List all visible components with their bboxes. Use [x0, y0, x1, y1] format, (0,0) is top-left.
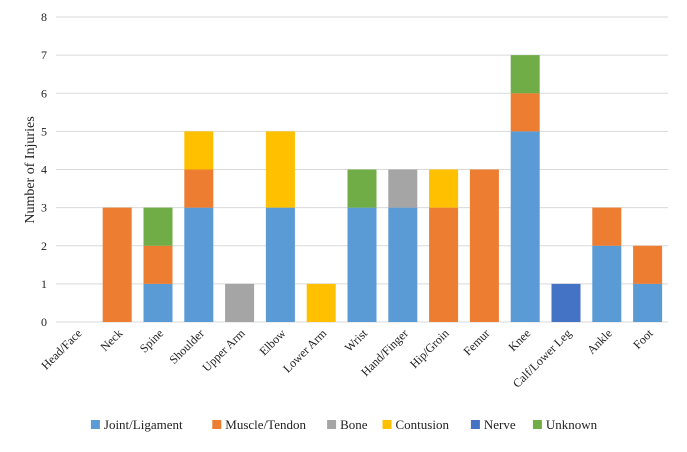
legend-label: Muscle/Tendon	[225, 417, 306, 432]
x-tick-label: Knee	[506, 326, 534, 354]
bar-segment	[225, 283, 255, 322]
bar-segment	[551, 283, 581, 322]
bar-segment	[347, 207, 377, 322]
bar-segment	[592, 207, 622, 246]
y-tick-label: 0	[41, 315, 47, 329]
x-tick-label: Neck	[98, 326, 126, 354]
bar-segment	[388, 207, 418, 322]
x-tick-label: Ankle	[584, 326, 615, 357]
legend-swatch	[532, 420, 542, 429]
legend-label: Nerve	[484, 417, 516, 432]
x-tick-label: Foot	[630, 326, 656, 352]
bar-segment	[388, 169, 418, 208]
y-tick-label: 7	[41, 48, 47, 62]
bar-segment	[633, 245, 663, 284]
legend-label: Joint/Ligament	[104, 417, 183, 432]
x-tick-label: Shoulder	[166, 326, 207, 367]
x-tick-label: Head/Face	[38, 326, 84, 372]
bar-segment	[510, 131, 540, 322]
bar-segment	[184, 131, 214, 170]
x-tick-label: Upper Arm	[199, 326, 248, 375]
y-tick-label: 3	[41, 201, 47, 215]
legend-label: Unknown	[546, 417, 598, 432]
x-tick-label: Wrist	[342, 326, 371, 355]
x-tick-label: Lower Arm	[280, 326, 330, 376]
bar-segment	[429, 169, 459, 208]
x-tick-label: Femur	[460, 326, 492, 358]
bar-segment	[347, 169, 377, 208]
legend-swatch	[470, 420, 480, 429]
bar-segment	[265, 207, 295, 322]
bar-segment	[184, 169, 214, 208]
legend: Joint/Ligament Muscle/Tendon Bone Contusion…	[90, 417, 598, 432]
legend-swatch	[327, 420, 337, 429]
axes: 0 1 2 3 4 5 6 7 8 Head/Face Neck Spine ShoulderUpper…	[38, 10, 656, 391]
y-tick-label: 2	[41, 239, 47, 253]
x-tick-label: Elbow	[256, 326, 288, 358]
bar-segment	[510, 55, 540, 94]
legend-swatch	[382, 420, 392, 429]
bar-segment	[592, 245, 622, 322]
legend-swatch	[212, 420, 222, 429]
y-tick-label: 8	[41, 10, 47, 24]
y-tick-label: 1	[41, 277, 47, 291]
legend-label: Bone	[340, 417, 368, 432]
bar-segment	[469, 169, 499, 322]
bar-segment	[143, 207, 173, 246]
x-tick-label: Hip/Groin	[407, 326, 452, 371]
bar-segment	[633, 283, 663, 322]
bar-segment	[265, 131, 295, 208]
y-axis-title: Number of Injuries	[23, 116, 38, 223]
bars	[102, 55, 663, 322]
bar-segment	[510, 93, 540, 132]
legend-swatch	[90, 420, 100, 429]
bar-segment	[102, 207, 132, 322]
bar-segment	[143, 283, 173, 322]
y-tick-label: 4	[41, 163, 47, 177]
bar-segment	[429, 207, 459, 322]
x-tick-label: Spine	[137, 326, 166, 355]
bar-segment	[184, 207, 214, 322]
bar-segment	[143, 245, 173, 284]
y-tick-label: 5	[41, 124, 47, 138]
legend-label: Contusion	[396, 417, 450, 432]
bar-segment	[306, 283, 336, 322]
y-tick-label: 6	[41, 86, 47, 100]
